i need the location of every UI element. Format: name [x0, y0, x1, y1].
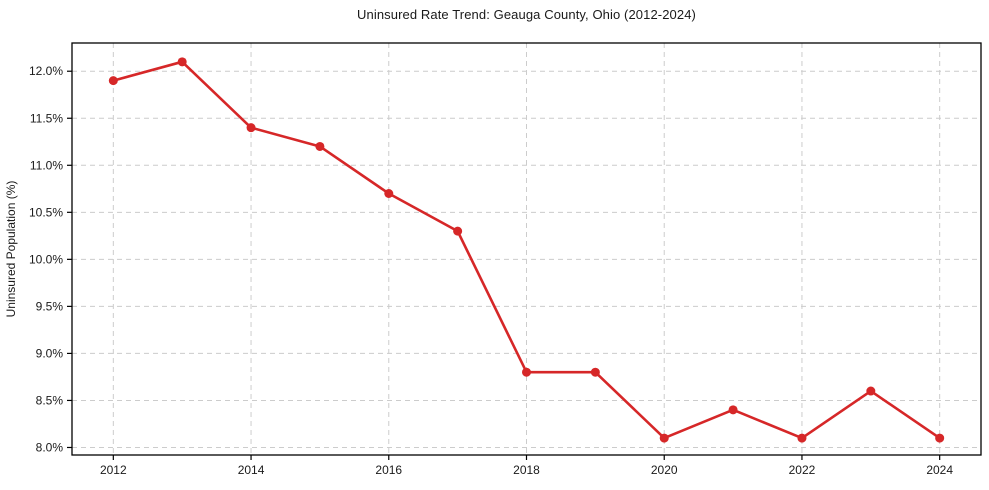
data-point-2022 [797, 433, 807, 443]
data-point-2012 [108, 76, 118, 86]
data-point-2023 [866, 386, 876, 396]
x-tick-label: 2014 [238, 463, 265, 477]
data-point-2024 [935, 433, 945, 443]
x-tick-label: 2016 [375, 463, 402, 477]
plot-border [71, 42, 982, 456]
x-tick-label: 2020 [651, 463, 678, 477]
y-tick-label: 8.0% [36, 440, 64, 454]
data-point-2021 [728, 405, 738, 415]
data-point-2013 [177, 57, 187, 67]
data-point-2019 [590, 367, 600, 377]
data-point-2020 [659, 433, 669, 443]
data-point-2017 [453, 226, 463, 236]
data-point-2015 [315, 141, 325, 151]
x-tick-label: 2022 [789, 463, 816, 477]
y-tick-label: 9.0% [36, 346, 64, 360]
y-tick-label: 8.5% [36, 393, 64, 407]
chart-title: Uninsured Rate Trend: Geauga County, Ohi… [357, 7, 696, 22]
y-tick-label: 10.0% [29, 252, 63, 266]
data-point-2016 [384, 189, 394, 199]
data-point-2014 [246, 123, 256, 133]
y-tick-label: 11.0% [30, 158, 63, 172]
y-tick-label: 10.5% [29, 205, 63, 219]
y-tick-label: 9.5% [36, 299, 64, 313]
data-point-2018 [522, 367, 531, 377]
x-tick-label: 2018 [513, 463, 540, 477]
y-tick-label: 12.0% [29, 64, 63, 78]
y-axis-label: Uninsured Population (%) [4, 181, 18, 318]
x-tick-label: 2012 [100, 463, 127, 477]
y-tick-label: 11.5% [30, 111, 63, 125]
x-tick-label: 2024 [926, 463, 953, 477]
